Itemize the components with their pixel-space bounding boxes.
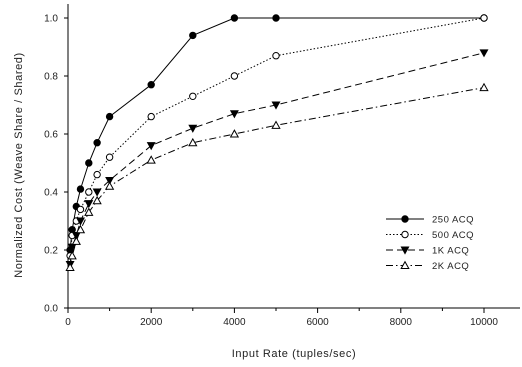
- series-line: [69, 17, 484, 251]
- data-point: [85, 188, 93, 196]
- data-point: [105, 153, 114, 161]
- data-point: [189, 31, 197, 40]
- legend-label: 250 ACQ: [432, 215, 474, 226]
- data-point: [147, 81, 155, 89]
- x-tick-label: 8000: [390, 317, 413, 328]
- data-point: [229, 110, 239, 119]
- series-2k-acq: [65, 82, 489, 271]
- y-tick-label: 1.0: [44, 14, 58, 25]
- data-point: [189, 92, 197, 101]
- data-point: [230, 72, 239, 80]
- data-point: [92, 188, 102, 197]
- data-point: [229, 129, 240, 138]
- data-point: [146, 155, 156, 164]
- legend-marker: [400, 246, 410, 255]
- data-point: [479, 49, 489, 58]
- data-point: [147, 112, 155, 121]
- x-tick-label: 0: [65, 317, 71, 328]
- series-250-acq: [66, 14, 488, 254]
- data-point: [76, 205, 85, 214]
- legend-label: 1K ACQ: [432, 246, 469, 257]
- legend-marker: [400, 260, 410, 270]
- data-point: [479, 82, 489, 92]
- data-point: [146, 142, 156, 151]
- data-point: [93, 139, 101, 147]
- data-point: [65, 262, 75, 271]
- y-tick-label: 0.0: [44, 304, 58, 315]
- series-500-acq: [66, 14, 488, 260]
- data-point: [271, 120, 281, 129]
- legend-marker: [401, 230, 409, 239]
- series-layer: [65, 14, 489, 271]
- data-point: [105, 112, 114, 121]
- data-point: [272, 14, 280, 22]
- series-line: [69, 87, 485, 268]
- x-tick-label: 2000: [140, 317, 163, 328]
- data-point: [272, 52, 280, 60]
- y-tick-label: 0.6: [44, 130, 58, 141]
- data-point: [84, 207, 94, 216]
- series-1k-acq: [65, 49, 489, 270]
- y-tick-label: 0.4: [44, 188, 58, 199]
- data-point: [105, 176, 115, 186]
- y-tick-label: 0.2: [44, 246, 58, 257]
- data-point: [188, 137, 198, 147]
- x-tick-label: 6000: [306, 317, 329, 328]
- data-point: [84, 200, 94, 209]
- axes: 0.0 0.2 0.4 0.6 0.8 1.0 0 2000 4000 6000 8000 10000: [44, 4, 520, 328]
- legend-marker: [401, 215, 409, 223]
- series-line: [69, 52, 485, 265]
- data-point: [76, 185, 85, 193]
- data-point: [188, 124, 198, 133]
- data-point: [75, 224, 86, 234]
- data-point: [104, 181, 115, 190]
- data-point: [230, 14, 239, 22]
- data-point: [271, 101, 281, 110]
- data-point: [93, 170, 101, 179]
- data-point: [92, 195, 102, 205]
- data-point: [76, 217, 85, 226]
- data-point: [67, 250, 77, 260]
- data-point: [85, 159, 93, 167]
- x-tick-label: 10000: [470, 317, 498, 328]
- data-point: [480, 14, 488, 22]
- y-tick-label: 0.8: [44, 72, 58, 83]
- legend-label: 500 ACQ: [432, 230, 474, 241]
- x-tick-label: 4000: [223, 317, 246, 328]
- data-point: [71, 236, 81, 245]
- x-axis-title: Input Rate (tuples/sec): [232, 348, 356, 360]
- y-axis-title: Normalized Cost (Weave Share / Shared): [13, 52, 25, 278]
- legend-label: 2K ACQ: [432, 261, 469, 272]
- legend: 250 ACQ 500 ACQ 1K ACQ 2K ACQ: [386, 215, 474, 272]
